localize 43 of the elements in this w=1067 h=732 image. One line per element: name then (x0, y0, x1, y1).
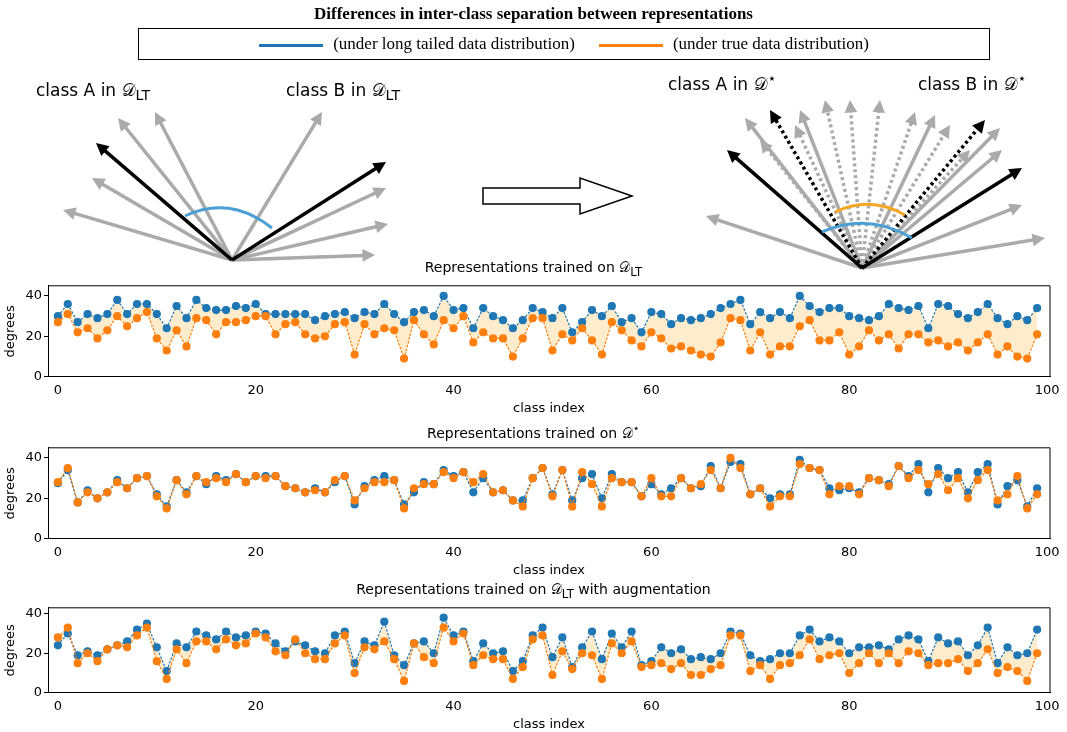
y-axis-title: degrees (2, 466, 18, 520)
x-tick-label: 60 (643, 697, 660, 713)
x-tick-label: 80 (840, 543, 858, 559)
x-tick-label: 0 (53, 697, 63, 713)
x-tick-label: 100 (1034, 697, 1060, 713)
x-axis-title: class index (513, 715, 586, 731)
y-tick-label: 40 (25, 605, 42, 621)
legend-label: (under long tailed data distribution) (333, 34, 575, 53)
x-tick-label: 60 (643, 381, 660, 397)
x-axis-title: class index (513, 561, 586, 577)
chart-title: Representations trained on 𝒟$_{LT}$ (423, 259, 644, 279)
x-tick-label: 60 (643, 543, 660, 559)
chart-title: Representations trained on 𝒟$_{LT}$ with augmentation (355, 581, 712, 601)
y-tick-label: 20 (25, 327, 42, 343)
y-tick-label: 0 (33, 530, 42, 546)
y-tick-label: 40 (25, 449, 42, 465)
x-tick-label: 40 (445, 543, 462, 559)
y-tick-label: 0 (33, 368, 42, 384)
text: class B in 𝒟$^{⋆}$ (918, 70, 1027, 94)
y-tick-label: 40 (25, 287, 42, 303)
x-tick-label: 100 (1034, 543, 1060, 559)
legend-label: (under true data distribution) (672, 34, 869, 53)
y-axis-title: degrees (2, 623, 18, 677)
x-tick-label: 0 (53, 543, 63, 559)
x-tick-label: 20 (247, 381, 264, 397)
y-tick-label: 0 (33, 684, 42, 700)
x-tick-label: 40 (445, 697, 462, 713)
text: class A in 𝒟$_{LT}$ (36, 80, 151, 104)
x-axis-title: class index (513, 399, 586, 415)
text: Differences in inter-class separation between representations (313, 4, 754, 24)
x-tick-label: 0 (53, 381, 63, 397)
text: class A in 𝒟$^{⋆}$ (668, 70, 777, 94)
x-tick-label: 40 (445, 381, 462, 397)
y-axis-title: degrees (2, 304, 18, 358)
y-tick-label: 20 (25, 644, 42, 660)
x-tick-label: 20 (247, 697, 264, 713)
x-tick-label: 80 (840, 381, 858, 397)
y-tick-label: 20 (25, 489, 42, 505)
x-tick-label: 20 (247, 543, 264, 559)
chart-title: Representations trained on 𝒟$^{⋆}$ (426, 421, 641, 442)
x-tick-label: 80 (840, 697, 858, 713)
text: class B in 𝒟$_{LT}$ (286, 80, 401, 104)
x-tick-label: 100 (1034, 381, 1060, 397)
